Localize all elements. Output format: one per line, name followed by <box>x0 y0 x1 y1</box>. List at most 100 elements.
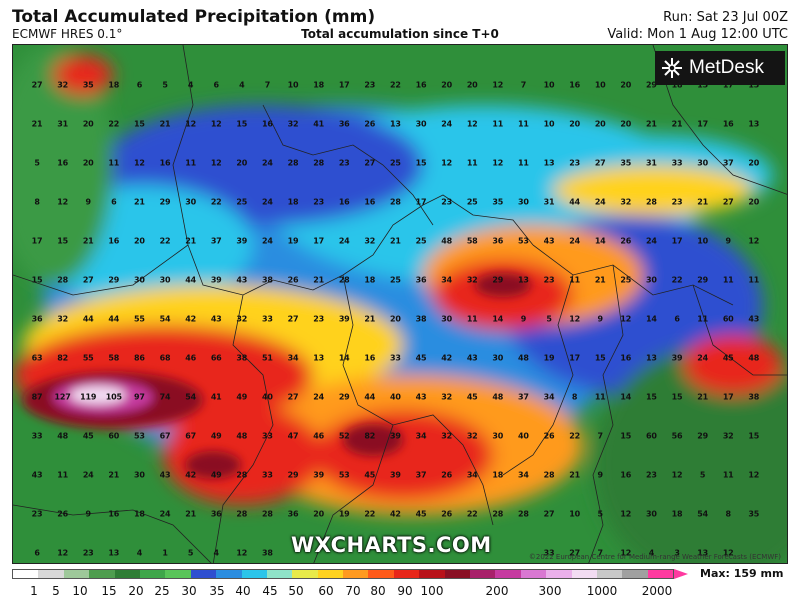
field-blob <box>343 424 403 456</box>
grid-value: 43 <box>210 314 222 324</box>
grid-value: 24 <box>82 470 94 480</box>
grid-value: 21 <box>390 236 401 246</box>
grid-value: 12 <box>185 119 196 129</box>
grid-value: 49 <box>236 392 248 402</box>
grid-value: 23 <box>364 80 376 90</box>
grid-value: 35 <box>492 197 504 207</box>
legend-color-segment <box>520 570 547 578</box>
border-line <box>262 104 434 226</box>
grid-value: 11 <box>697 314 708 324</box>
value-grid: 27 32 35 18 6 5 4 6 4 7 10 18 17 23 22 16 20 20 12 7 10 16 10 2… <box>13 45 787 563</box>
legend-tick-label: 60 <box>318 584 334 598</box>
legend-tick-label: 300 <box>538 584 562 598</box>
grid-value: 31 <box>646 158 657 168</box>
grid-value: 12 <box>466 119 478 129</box>
grid-value: 13 <box>390 119 401 129</box>
grid-value: 51 <box>262 353 273 363</box>
grid-value: 24 <box>646 236 657 246</box>
legend-color-segment <box>444 570 471 578</box>
grid-value: 21 <box>134 197 145 207</box>
border-line <box>313 424 394 563</box>
border-line <box>502 274 574 476</box>
grid-value: 21 <box>364 314 376 324</box>
grid-value: 48 <box>492 392 504 402</box>
legend-tick-label: 45 <box>262 584 278 598</box>
legend-tick-label: 20 <box>128 584 144 598</box>
grid-value: 29 <box>108 275 120 285</box>
legend-color-segment <box>419 570 445 578</box>
grid-value: 21 <box>108 470 120 480</box>
grid-value: 67 <box>159 431 171 441</box>
grid-value: 13 <box>313 353 324 363</box>
grid-value: 21 <box>646 119 657 129</box>
grid-value: 21 <box>569 470 580 480</box>
grid-value: 38 <box>236 353 248 363</box>
grid-value: 49 <box>210 431 222 441</box>
border-line <box>652 45 787 195</box>
grid-value: 4 <box>187 80 194 90</box>
grid-value: 25 <box>236 197 248 207</box>
grid-value: 15 <box>31 275 43 285</box>
grid-value: 11 <box>748 275 760 285</box>
grid-value: 33 <box>31 431 43 441</box>
grid-value: 39 <box>390 470 401 480</box>
grid-value: 11 <box>722 470 734 480</box>
grid-value: 23 <box>338 158 350 168</box>
grid-value: 33 <box>543 548 555 558</box>
grid-value: 30 <box>492 353 504 363</box>
grid-value: 20 <box>441 80 452 90</box>
grid-value: 24 <box>262 236 273 246</box>
grid-value: 33 <box>390 353 401 363</box>
legend-tick-label: 50 <box>288 584 304 598</box>
legend-tick-label: 100 <box>420 584 444 598</box>
grid-value: 30 <box>134 470 145 480</box>
grid-value: 37 <box>210 236 222 246</box>
grid-value: 9 <box>725 236 732 246</box>
grid-value: 4 <box>239 80 245 90</box>
legend-color-segment <box>266 570 293 578</box>
grid-value: 13 <box>697 80 708 90</box>
grid-value: 48 <box>57 431 68 441</box>
grid-value: 52 <box>338 431 350 441</box>
grid-value: 20 <box>82 119 94 129</box>
legend-tick-label: 5 <box>52 584 60 598</box>
grid-value: 30 <box>697 158 708 168</box>
grid-value: 39 <box>338 314 350 324</box>
grid-value: 28 <box>492 509 504 519</box>
metdesk-star-icon <box>655 51 689 85</box>
grid-value: 15 <box>671 392 683 402</box>
grid-value: 25 <box>415 236 427 246</box>
grid-value: 16 <box>364 197 376 207</box>
grid-value: 5 <box>34 158 40 168</box>
grid-value: 17 <box>722 392 734 402</box>
grid-value: 29 <box>492 275 504 285</box>
grid-value: 28 <box>262 509 273 519</box>
legend-color-segment <box>368 570 394 578</box>
grid-value: 43 <box>415 392 427 402</box>
grid-value: 30 <box>646 275 657 285</box>
grid-value: 10 <box>697 236 708 246</box>
grid-value: 32 <box>722 431 734 441</box>
chart-header: Total Accumulated Precipitation (mm) ECM… <box>0 0 800 44</box>
grid-value: 26 <box>441 509 452 519</box>
grid-value: 32 <box>441 431 452 441</box>
grid-value: 45 <box>364 470 376 480</box>
grid-value: 30 <box>646 509 657 519</box>
grid-value: 11 <box>594 392 606 402</box>
grid-value: 23 <box>569 158 580 168</box>
grid-value: 24 <box>441 119 452 129</box>
grid-value: 97 <box>134 392 145 402</box>
grid-value: 16 <box>159 158 171 168</box>
grid-value: 43 <box>543 236 555 246</box>
grid-value: 27 <box>722 197 734 207</box>
legend-color-segment <box>139 570 166 578</box>
legend-color-segment <box>63 570 90 578</box>
grid-value: 7 <box>597 548 604 558</box>
grid-value: 12 <box>620 314 632 324</box>
grid-value: 16 <box>620 353 632 363</box>
grid-value: 56 <box>671 431 683 441</box>
grid-value: 55 <box>82 353 94 363</box>
grid-value: 20 <box>620 80 632 90</box>
grid-value: 48 <box>236 431 248 441</box>
grid-value: 22 <box>390 80 401 90</box>
